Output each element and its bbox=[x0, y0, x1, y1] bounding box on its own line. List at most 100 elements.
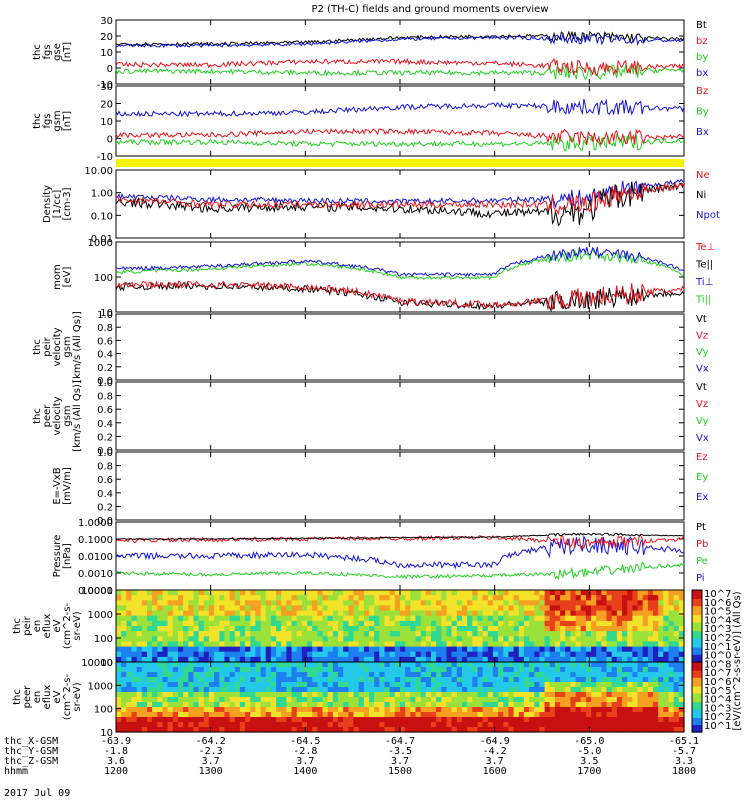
spectrogram-cell bbox=[167, 605, 174, 612]
spectrogram-cell bbox=[260, 702, 267, 708]
spectrogram-cell bbox=[663, 636, 670, 642]
spectrogram-cell bbox=[270, 656, 277, 663]
spectrogram-cell bbox=[627, 605, 633, 612]
spectrogram-cell bbox=[193, 687, 200, 693]
spectrogram-cell bbox=[172, 600, 179, 606]
spectrogram-cell bbox=[673, 595, 680, 601]
spectrogram-cell bbox=[358, 600, 365, 606]
spectrogram-cell bbox=[255, 636, 262, 642]
spectrogram-cell bbox=[178, 600, 184, 606]
spectrogram-cell bbox=[554, 610, 561, 617]
spectrogram-cell bbox=[596, 641, 602, 648]
spectrogram-cell bbox=[642, 667, 649, 673]
spectrogram-cell bbox=[425, 702, 432, 708]
spectrogram-cell bbox=[632, 605, 639, 612]
spectrogram-cell bbox=[492, 682, 499, 688]
colorbar-step bbox=[692, 626, 702, 629]
spectrogram-cell bbox=[307, 662, 313, 668]
spectrogram-cell bbox=[116, 626, 122, 632]
spectrogram-cell bbox=[312, 727, 318, 733]
spectrogram-cell bbox=[410, 682, 417, 688]
spectrogram-cell bbox=[627, 651, 633, 658]
spectrogram-cell bbox=[281, 672, 287, 678]
spectrogram-cell bbox=[167, 590, 174, 596]
spectrogram-cell bbox=[410, 620, 417, 627]
spectrogram-cell bbox=[348, 631, 355, 637]
spectrogram-cell bbox=[446, 727, 453, 733]
spectrogram-cell bbox=[539, 712, 546, 718]
footer-label-1: thc_Y-GSM bbox=[4, 746, 58, 757]
spectrogram-cell bbox=[260, 662, 267, 668]
spectrogram-cell bbox=[653, 662, 659, 668]
spectrogram-cell bbox=[296, 600, 303, 606]
spectrogram-cell bbox=[265, 672, 272, 678]
spectrogram-cell bbox=[126, 600, 133, 606]
spectrogram-cell bbox=[296, 620, 303, 627]
spectrogram-cell bbox=[632, 687, 639, 693]
spectrogram-cell bbox=[632, 610, 639, 617]
spectrogram-cell bbox=[431, 677, 437, 683]
spectrogram-cell bbox=[255, 620, 262, 627]
spectrogram-cell bbox=[554, 615, 561, 622]
spectrogram-cell bbox=[405, 662, 411, 668]
spectrogram-cell bbox=[400, 702, 406, 708]
spectrogram-cell bbox=[627, 672, 633, 678]
spectrogram-cell bbox=[513, 682, 520, 688]
spectrogram-cell bbox=[162, 717, 169, 723]
spectrogram-cell bbox=[296, 722, 303, 728]
spectrogram-cell bbox=[270, 667, 277, 673]
spectrogram-cell bbox=[224, 590, 231, 596]
spectrogram-cell bbox=[529, 590, 535, 596]
spectrogram-cell bbox=[642, 631, 649, 637]
spectrogram-cell bbox=[214, 615, 220, 622]
spectrogram-cell bbox=[467, 687, 473, 693]
spectrogram-cell bbox=[487, 610, 494, 617]
spectrogram-cell bbox=[338, 687, 344, 693]
spectrogram-cell bbox=[467, 646, 473, 653]
spectrogram-cell bbox=[312, 600, 318, 606]
spectrogram-cell bbox=[363, 662, 370, 668]
spectrogram-cell bbox=[255, 662, 262, 668]
spectrogram-cell bbox=[627, 620, 633, 627]
spectrogram-cell bbox=[394, 615, 401, 622]
spectrogram-cell bbox=[141, 631, 148, 637]
spectrogram-cell bbox=[575, 646, 582, 653]
panel-frame bbox=[115, 85, 685, 157]
spectrogram-cell bbox=[353, 600, 360, 606]
spectrogram-cell bbox=[224, 692, 231, 698]
spectrogram-cell bbox=[513, 717, 520, 723]
spectrogram-cell bbox=[529, 707, 535, 713]
spectrogram-cell bbox=[255, 707, 262, 713]
spectrogram-cell bbox=[224, 651, 231, 658]
spectrogram-cell bbox=[183, 615, 189, 622]
spectrogram-cell bbox=[384, 712, 391, 718]
spectrogram-cell bbox=[286, 662, 293, 668]
spectrogram-cell bbox=[116, 672, 122, 678]
spectrogram-cell bbox=[503, 707, 510, 713]
spectrogram-cell bbox=[642, 600, 649, 606]
spectrogram-cell bbox=[250, 590, 257, 596]
spectrogram-cell bbox=[162, 605, 169, 612]
spectrogram-cell bbox=[245, 631, 251, 637]
spectrogram-cell bbox=[518, 646, 525, 653]
spectrogram-cell bbox=[673, 636, 680, 642]
spectrogram-cell bbox=[637, 707, 644, 713]
spectrogram-cell bbox=[296, 717, 303, 723]
spectrogram-cell bbox=[178, 712, 184, 718]
spectrogram-cell bbox=[286, 677, 293, 683]
spectrogram-cell bbox=[317, 662, 324, 668]
spectrogram-cell bbox=[234, 727, 241, 733]
spectrogram-cell bbox=[632, 626, 639, 632]
spectrogram-cell bbox=[338, 590, 344, 596]
spectrogram-cell bbox=[663, 595, 670, 601]
spectrogram-cell bbox=[250, 636, 257, 642]
spectrogram-cell bbox=[363, 722, 370, 728]
spectrogram-cell bbox=[198, 702, 205, 708]
spectrogram-cell bbox=[523, 692, 530, 698]
spectrogram-cell bbox=[420, 610, 427, 617]
spectrogram-cell bbox=[203, 636, 210, 642]
spectrogram-cell bbox=[647, 687, 654, 693]
spectrogram-cell bbox=[498, 697, 504, 703]
spectrogram-cell bbox=[653, 702, 659, 708]
